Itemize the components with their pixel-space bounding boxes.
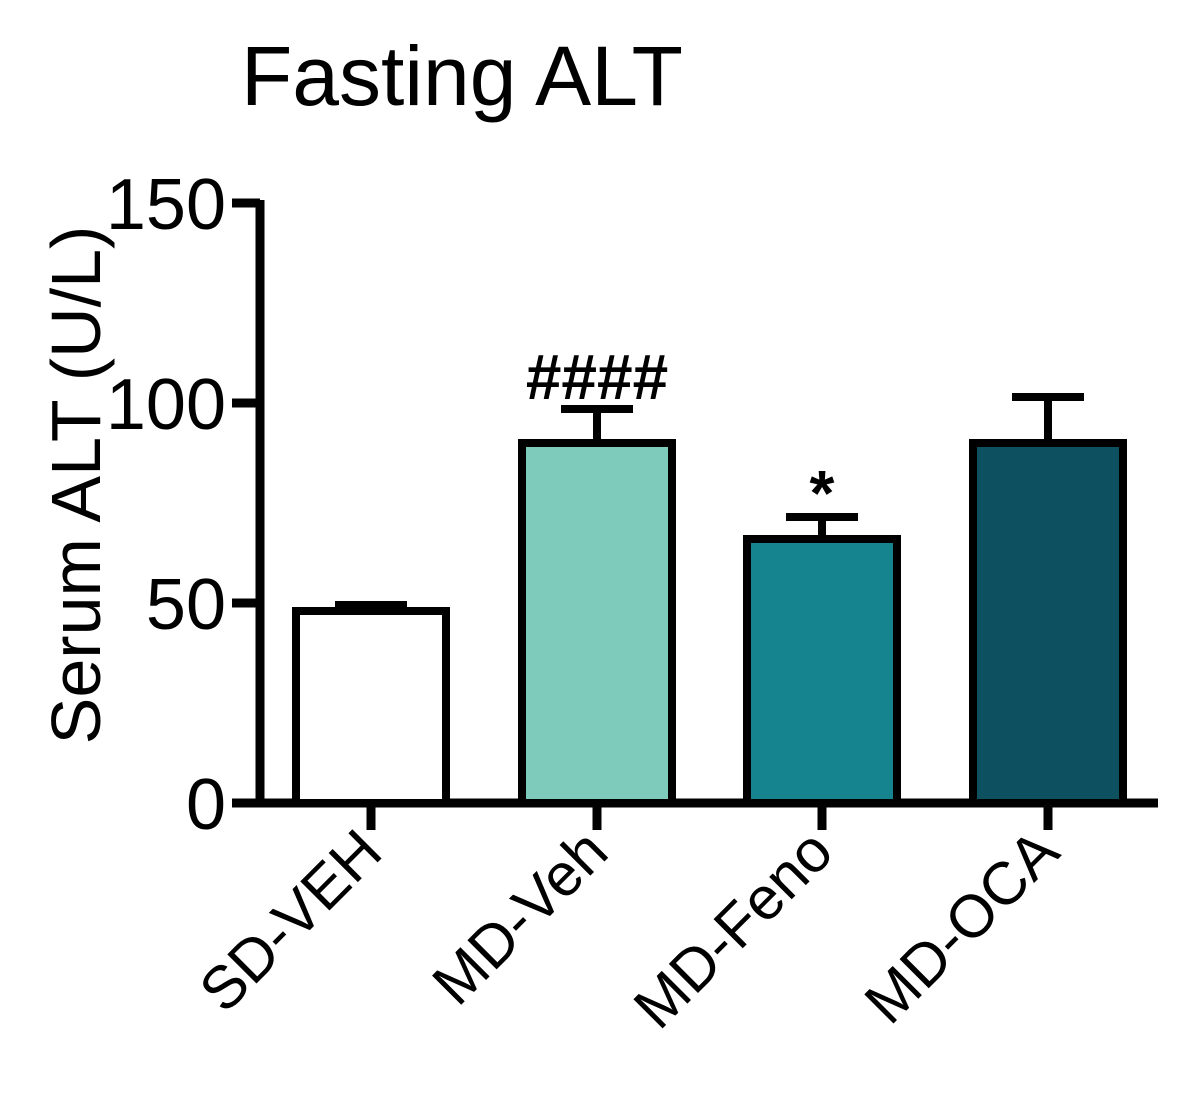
x-tick-label: MD-Feno (621, 817, 845, 1041)
x-tick-label: MD-Veh (420, 817, 621, 1018)
x-ticks: SD-VEH MD-Veh MD-Feno MD-OCA (187, 806, 1071, 1041)
x-tick-label: MD-OCA (852, 817, 1071, 1036)
bar (292, 607, 450, 807)
bar (518, 439, 676, 807)
y-tick-label: 0 (186, 765, 226, 845)
y-tick-label: 50 (146, 565, 226, 645)
bar (743, 535, 901, 807)
significance-marker: #### (526, 341, 668, 413)
y-tick-label: 150 (106, 165, 226, 245)
bar (969, 439, 1127, 807)
bars: #### * (292, 341, 1127, 807)
y-ticks: 0 50 100 150 (106, 165, 260, 845)
y-tick-label: 100 (106, 365, 226, 445)
chart-title: Fasting ALT (241, 29, 683, 123)
y-axis-label: Serum ALT (U/L) (37, 226, 115, 745)
significance-marker: * (810, 457, 835, 529)
x-tick-label: SD-VEH (187, 817, 395, 1025)
